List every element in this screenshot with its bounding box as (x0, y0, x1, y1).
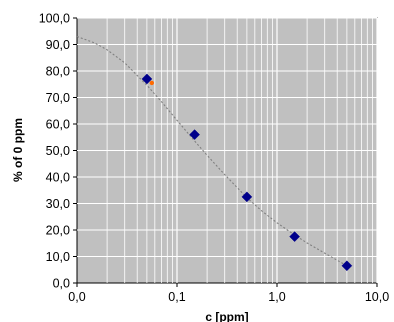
x-axis-title: c [ppm] (205, 310, 248, 322)
y-tick-label: 80,0 (46, 65, 70, 79)
y-tick-label: 30,0 (46, 197, 70, 211)
y-tick-label: 90,0 (46, 38, 70, 52)
data-point (241, 191, 253, 203)
y-tick-label: 60,0 (46, 118, 70, 132)
y-tick-label: 40,0 (46, 171, 70, 185)
x-tick-label: 10,0 (365, 290, 389, 304)
data-point-highlight (149, 80, 155, 86)
y-tick-label: 0,0 (53, 277, 70, 291)
data-point (341, 260, 353, 272)
data-point (141, 73, 153, 85)
x-tick-label: 1,0 (268, 290, 285, 304)
data-point (189, 129, 200, 140)
y-tick-label: 100,0 (39, 12, 70, 26)
y-tick-label: 10,0 (46, 250, 70, 264)
y-axis-title: % of 0 ppm (11, 118, 25, 182)
y-tick-label: 20,0 (46, 224, 70, 238)
x-tick-label: 0,0 (68, 290, 85, 304)
axis-ticks-layer: 0,0 10,0 20,0 30,0 40,0 50,0 60,0 70,0 80,0 90,0 1… (39, 12, 389, 305)
major-gridlines (77, 17, 378, 283)
y-tick-label: 70,0 (46, 91, 70, 105)
y-tick-label: 50,0 (46, 144, 70, 158)
data-points-layer (141, 73, 353, 272)
x-tick-label: 0,1 (168, 290, 185, 304)
data-point (289, 231, 300, 242)
